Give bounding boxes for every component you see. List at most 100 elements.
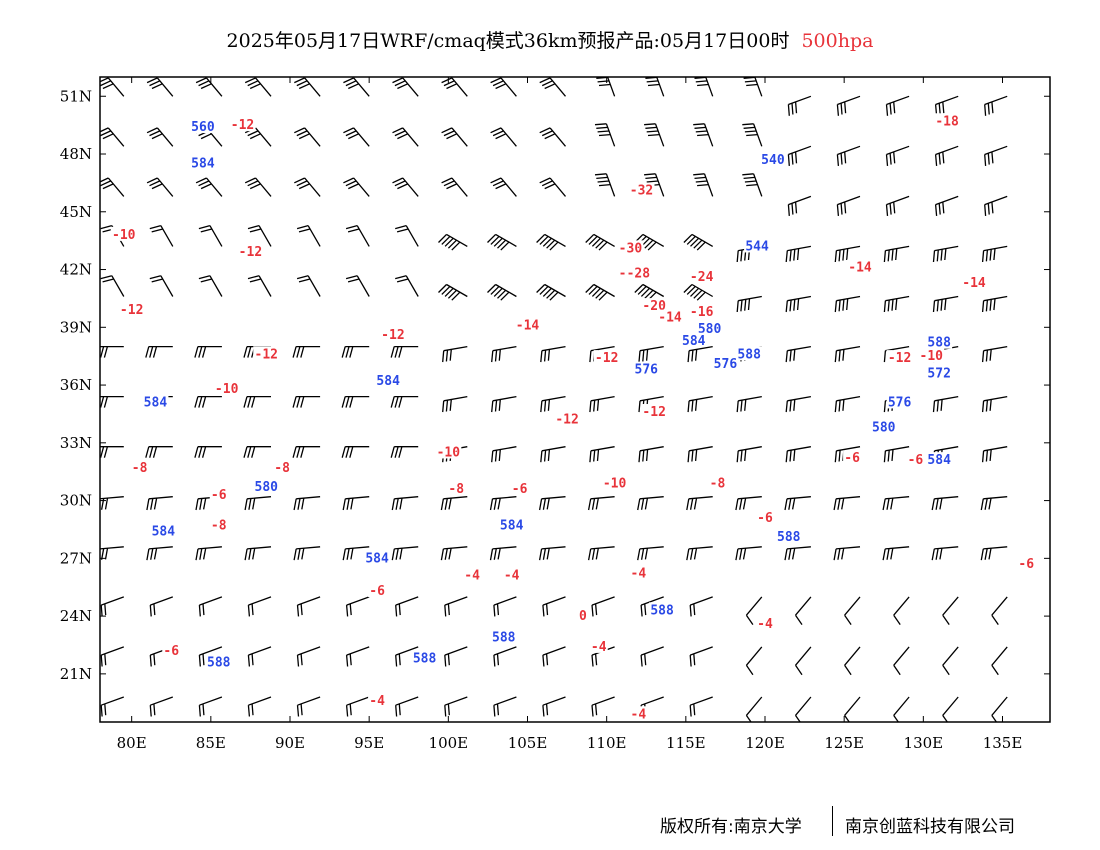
temperature-label: -14: [848, 261, 872, 276]
wind-barb: [932, 295, 959, 313]
wind-barb: [585, 233, 615, 251]
wind-barb: [736, 446, 762, 463]
wind-barb: [591, 596, 615, 617]
wind-barb: [442, 395, 468, 413]
wind-barb: [981, 446, 1008, 463]
height-label-bg: [926, 365, 953, 380]
wind-barb: [587, 496, 615, 511]
wind-barb: [834, 295, 861, 313]
wind-barb: [687, 395, 713, 413]
height-label: 584: [152, 524, 176, 539]
wind-barb: [687, 345, 713, 363]
temperature-label-bg: [447, 481, 466, 496]
height-label-bg: [189, 155, 216, 170]
temperature-label: -30: [619, 241, 643, 256]
y-tick-label: 24N: [60, 607, 92, 625]
x-tick-label: 135E: [983, 734, 1023, 752]
temperature-label: -12: [555, 413, 578, 428]
wind-barb: [844, 596, 861, 625]
wind-barb: [932, 395, 959, 413]
wind-barb: [942, 646, 959, 676]
temperature-label-bg: [110, 226, 137, 241]
wind-barb: [638, 345, 664, 363]
temperature-label-bg: [130, 459, 149, 474]
wind-barb: [834, 395, 861, 413]
wind-barb: [542, 596, 566, 617]
wind-barb: [293, 496, 321, 511]
height-label: 584: [365, 551, 389, 566]
y-tick-label: 51N: [60, 87, 92, 105]
wind-barb: [991, 596, 1008, 625]
temperature-label-bg: [886, 350, 913, 365]
temperature-label-bg: [510, 481, 529, 496]
wind-barb: [683, 233, 714, 251]
wind-barb: [247, 696, 272, 717]
temperature-label-bg: [589, 638, 608, 653]
temperature-label-bg: [368, 692, 387, 707]
temperature-label: -32: [630, 184, 653, 199]
wind-barb: [198, 596, 223, 617]
y-tick-label: 30N: [60, 492, 92, 510]
temperature-label-bg: [756, 509, 774, 524]
wind-barb: [149, 596, 174, 617]
wind-barb: [198, 696, 223, 717]
height-label: 588: [207, 655, 231, 670]
wind-barb: [736, 395, 762, 413]
wind-barb: [984, 95, 1008, 116]
temperature-label-bg: [641, 298, 668, 313]
wind-barb: [493, 646, 517, 667]
wind-barb: [794, 646, 812, 676]
wind-barb: [490, 127, 517, 147]
temperature-label-bg: [368, 583, 387, 598]
wind-barb: [589, 395, 615, 413]
height-label-bg: [633, 361, 660, 376]
wind-barb: [100, 395, 124, 408]
title-main: 2025年05月17日WRF/cmaq模式36km预报产品:05月17日00时: [226, 30, 790, 52]
wind-barb: [640, 646, 664, 667]
wind-barb: [345, 596, 370, 617]
wind-barb: [438, 283, 468, 301]
wind-barb: [489, 496, 517, 511]
wind-barb: [833, 496, 861, 511]
wind-barb: [787, 145, 812, 166]
wind-barb: [836, 195, 861, 216]
height-label: 576: [888, 395, 912, 410]
height-label: 584: [144, 395, 168, 410]
wind-barb: [980, 546, 1008, 561]
wind-barb: [345, 696, 370, 717]
wind-barb: [341, 446, 370, 458]
wind-barb: [540, 446, 566, 463]
wind-barb: [745, 646, 763, 676]
temperature-label: -12: [642, 405, 665, 420]
temperature-label: -4: [369, 694, 385, 709]
temperature-label: -24: [690, 270, 714, 285]
x-axis-ticks: 80E 85E 90E 95E 100E 105E 110E 115E 120E 125E 130E…: [117, 77, 1023, 752]
temperature-label-bg: [657, 309, 683, 324]
copyright-text: 版权所有:南京大学: [660, 817, 802, 837]
wind-barb: [345, 224, 370, 247]
wind-barb: [493, 596, 517, 617]
height-label-bg: [498, 517, 525, 532]
height-label: 584: [927, 453, 951, 468]
temperature-label: -12: [255, 347, 278, 362]
wind-barb: [442, 345, 468, 363]
wind-barb: [742, 123, 763, 147]
height-label: 588: [492, 630, 516, 645]
x-tick-label: 90E: [275, 734, 305, 752]
wind-barb: [194, 446, 222, 458]
temperature-label: -6: [844, 451, 860, 466]
wind-barb: [395, 596, 419, 617]
temperature-label: -4: [504, 569, 520, 584]
wind-barb: [444, 596, 468, 617]
x-tick-label: 125E: [824, 734, 864, 752]
temperature-label: -10: [215, 382, 239, 397]
temperature-label-bg: [502, 567, 521, 582]
temperature-label-bg: [601, 475, 628, 490]
temperature-label: -6: [369, 584, 385, 599]
wind-barb: [195, 177, 223, 197]
temperature-label-bg: [708, 475, 727, 490]
wind-barb: [392, 127, 419, 147]
temperature-label-bg: [918, 348, 945, 363]
wind-barb: [885, 145, 910, 166]
